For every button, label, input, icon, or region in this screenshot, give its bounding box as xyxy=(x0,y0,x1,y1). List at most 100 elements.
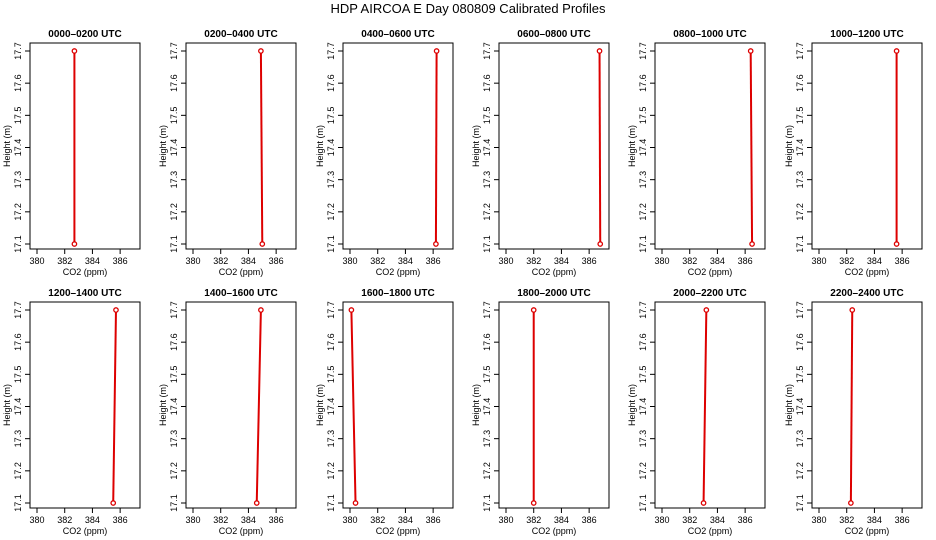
plot-frame xyxy=(185,42,297,250)
y-tick-label: 17.5 xyxy=(326,366,336,384)
y-tick-label: 17.6 xyxy=(638,333,648,351)
x-tick-label: 386 xyxy=(738,256,753,266)
data-point xyxy=(893,48,900,54)
chart-panel-5: 0800–1000 UTC 380 382 384 386 CO2 (ppm) 17.1 17… xyxy=(627,29,766,277)
x-tick-label: 386 xyxy=(113,256,128,266)
y-tick-label: 17.3 xyxy=(795,171,805,189)
x-tick-label: 382 xyxy=(370,515,385,525)
y-tick-label: 17.4 xyxy=(638,398,648,416)
x-tick-label: 380 xyxy=(498,515,513,525)
x-tick-label: 386 xyxy=(426,256,441,266)
data-point xyxy=(703,307,710,313)
y-tick-label: 17.2 xyxy=(326,203,336,221)
x-tick-label: 384 xyxy=(554,256,569,266)
y-tick-label: 17.1 xyxy=(482,235,492,253)
x-tick-label: 384 xyxy=(398,515,413,525)
plot-frame xyxy=(29,42,141,250)
y-tick-label: 17.7 xyxy=(169,42,179,60)
y-tick-label: 17.3 xyxy=(13,171,23,189)
y-tick-label: 17.2 xyxy=(795,462,805,480)
y-tick-label: 17.1 xyxy=(13,494,23,512)
y-tick-label: 17.5 xyxy=(482,107,492,125)
y-tick-label: 17.3 xyxy=(169,430,179,448)
y-tick-label: 17.7 xyxy=(482,42,492,60)
y-tick-label: 17.5 xyxy=(482,366,492,384)
y-tick-label: 17.2 xyxy=(13,203,23,221)
x-axis-label: CO2 (ppm) xyxy=(376,526,421,536)
y-tick-label: 17.4 xyxy=(169,139,179,157)
plot-frame xyxy=(342,301,454,509)
y-tick-label: 17.4 xyxy=(326,398,336,416)
data-point xyxy=(893,241,900,247)
plot-frame xyxy=(185,301,297,509)
panel-title: 0600–0800 UTC xyxy=(517,29,590,40)
y-tick-label: 17.7 xyxy=(638,42,648,60)
data-point xyxy=(258,307,264,313)
y-tick-label: 17.3 xyxy=(638,430,648,448)
y-tick-label: 17.6 xyxy=(169,74,179,92)
x-axis-label: CO2 (ppm) xyxy=(845,526,890,536)
profile-line xyxy=(255,309,262,504)
x-tick-label: 380 xyxy=(185,515,200,525)
plot-frame xyxy=(498,301,610,509)
x-tick-label: 382 xyxy=(213,256,228,266)
x-tick-label: 384 xyxy=(85,256,100,266)
x-tick-label: 380 xyxy=(29,515,44,525)
profile-line xyxy=(749,50,754,245)
panel-title: 1200–1400 UTC xyxy=(48,288,121,299)
y-tick-label: 17.5 xyxy=(169,107,179,125)
x-tick-label: 382 xyxy=(839,515,854,525)
y-tick-label: 17.5 xyxy=(13,366,23,384)
y-tick-label: 17.4 xyxy=(169,398,179,416)
chart-panel-12: 2200–2400 UTC 380 382 384 386 CO2 (ppm) 17.1 17… xyxy=(784,288,923,536)
y-tick-label: 17.2 xyxy=(482,462,492,480)
profile-line xyxy=(434,50,438,245)
x-tick-label: 382 xyxy=(57,256,72,266)
x-tick-label: 384 xyxy=(867,515,882,525)
chart-panel-8: 1400–1600 UTC 380 382 384 386 CO2 (ppm) 17.1 17… xyxy=(158,288,297,536)
y-tick-label: 17.5 xyxy=(13,107,23,125)
y-axis-label: Height (m) xyxy=(315,384,325,426)
y-tick-label: 17.7 xyxy=(13,301,23,319)
x-tick-label: 384 xyxy=(867,256,882,266)
y-tick-label: 17.6 xyxy=(326,74,336,92)
y-tick-label: 17.4 xyxy=(795,398,805,416)
data-point xyxy=(747,48,754,54)
x-tick-label: 380 xyxy=(498,256,513,266)
y-tick-label: 17.4 xyxy=(482,398,492,416)
y-tick-label: 17.2 xyxy=(795,203,805,221)
y-tick-label: 17.2 xyxy=(13,462,23,480)
y-tick-label: 17.7 xyxy=(482,301,492,319)
y-tick-label: 17.1 xyxy=(638,235,648,253)
data-point xyxy=(259,241,266,247)
chart-panel-11: 2000–2200 UTC 380 382 384 386 CO2 (ppm) 17.1 17… xyxy=(627,288,766,536)
profile-line xyxy=(702,309,708,504)
y-axis-label: Height (m) xyxy=(784,125,794,167)
x-tick-label: 382 xyxy=(526,515,541,525)
data-point xyxy=(71,241,78,247)
chart-panel-3: 0400–0600 UTC 380 382 384 386 CO2 (ppm) 17.1 17… xyxy=(315,29,454,277)
x-axis-label: CO2 (ppm) xyxy=(688,267,733,277)
panel-title: 0400–0600 UTC xyxy=(361,29,434,40)
y-tick-label: 17.5 xyxy=(169,366,179,384)
y-tick-label: 17.6 xyxy=(482,333,492,351)
y-tick-label: 17.2 xyxy=(326,462,336,480)
x-tick-label: 386 xyxy=(582,515,597,525)
chart-panel-2: 0200–0400 UTC 380 382 384 386 CO2 (ppm) 17.1 17… xyxy=(158,29,297,277)
y-tick-label: 17.1 xyxy=(795,235,805,253)
plot-frame xyxy=(811,42,923,250)
profile-line xyxy=(849,309,854,504)
y-tick-label: 17.1 xyxy=(326,494,336,512)
chart-panel-6: 1000–1200 UTC 380 382 384 386 CO2 (ppm) 17.1 17… xyxy=(784,29,923,277)
panel-title: 1400–1600 UTC xyxy=(204,288,277,299)
y-tick-label: 17.1 xyxy=(482,494,492,512)
y-tick-label: 17.5 xyxy=(326,107,336,125)
data-point xyxy=(71,48,78,54)
y-axis-label: Height (m) xyxy=(158,125,168,167)
y-tick-label: 17.7 xyxy=(13,42,23,60)
x-tick-label: 386 xyxy=(269,515,284,525)
x-axis-label: CO2 (ppm) xyxy=(845,267,890,277)
y-tick-label: 17.4 xyxy=(13,139,23,157)
data-point xyxy=(352,500,359,506)
y-tick-label: 17.3 xyxy=(326,430,336,448)
